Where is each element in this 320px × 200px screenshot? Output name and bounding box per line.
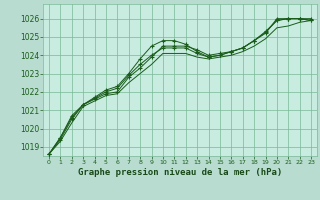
X-axis label: Graphe pression niveau de la mer (hPa): Graphe pression niveau de la mer (hPa) [78,168,282,177]
